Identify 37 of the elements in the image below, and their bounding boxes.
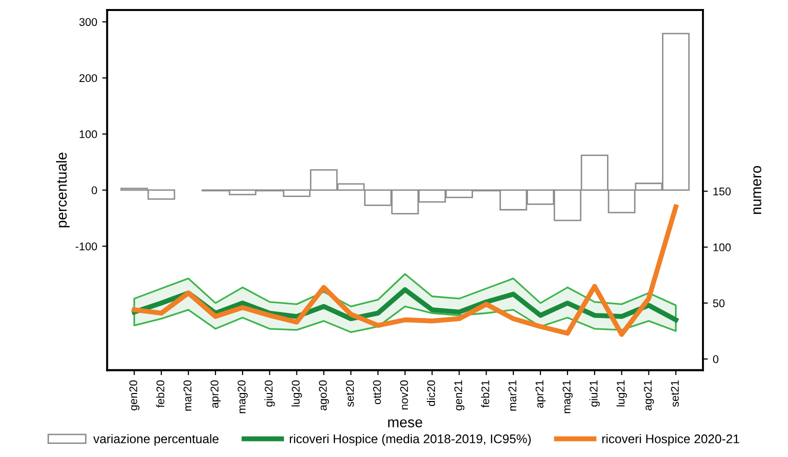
legend-label: variazione percentuale — [93, 434, 218, 446]
y-axis-title: percentuale — [56, 152, 70, 228]
x-axis-title: mese — [388, 419, 422, 428]
x-tick-label: lug21 — [616, 380, 627, 406]
x-tick-label: mar21 — [508, 380, 516, 411]
legend-label: ricoveri Hospice (media 2018-2019, IC95%) — [290, 434, 531, 446]
x-tick-label: gen21 — [454, 380, 464, 410]
x-tick-label: ago20 — [318, 380, 329, 410]
x-tick-label: feb20 — [156, 380, 164, 408]
y2-tick-label: 0 — [713, 355, 718, 364]
x-tick-label: mag20 — [238, 380, 248, 414]
legend-label: ricoveri Hospice 2020-21 — [602, 434, 740, 446]
x-tick-label: dic20 — [426, 380, 436, 406]
x-tick-label: giu20 — [264, 380, 275, 407]
x-tick-label: giu21 — [589, 380, 600, 407]
x-tick-label: apr20 — [210, 380, 221, 408]
x-tick-label: nov20 — [400, 380, 408, 410]
x-tick-label: mar20 — [184, 380, 192, 411]
x-tick-label: apr21 — [536, 380, 546, 408]
x-tick-label: set21 — [670, 380, 679, 407]
y-tick-label: 300 — [79, 18, 98, 26]
y-tick-label: 200 — [79, 74, 98, 82]
y2-tick-label: 150 — [713, 188, 731, 196]
x-tick-label: feb21 — [481, 380, 490, 408]
y-tick-label: 100 — [80, 130, 98, 138]
x-tick-label: ott20 — [373, 380, 381, 404]
y-tick-label: 0 — [92, 186, 98, 194]
line-series — [132, 204, 678, 337]
y2-tick-label: 50 — [713, 299, 725, 308]
x-tick-label: mag21 — [562, 380, 573, 414]
x-tick-label: ago21 — [644, 380, 654, 410]
y-tick-label: -100 — [76, 242, 98, 250]
x-tick-label: lug20 — [292, 380, 302, 406]
y2-axis-title: numero — [753, 166, 762, 214]
y2-tick-label: 100 — [713, 243, 731, 252]
x-tick-label: set20 — [346, 380, 354, 407]
x-tick-label: gen20 — [129, 380, 140, 410]
